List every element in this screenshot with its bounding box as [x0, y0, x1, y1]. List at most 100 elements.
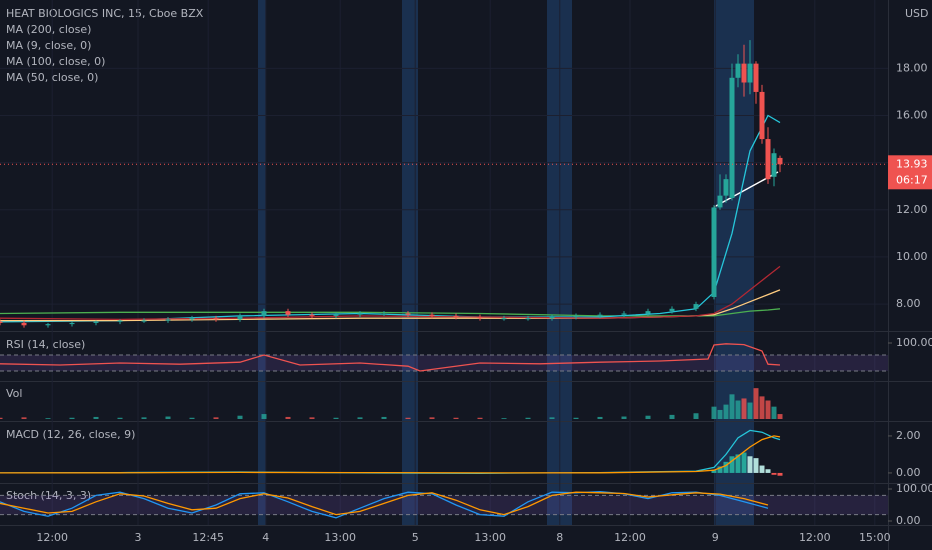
x-tick-label: 15:00 [859, 531, 891, 544]
y-tick-label: 100.00 [896, 336, 932, 349]
histogram-bar [729, 456, 735, 473]
candle-body [729, 77, 735, 198]
y-tick-label: 10.00 [896, 250, 928, 263]
last-price-label: 13.93 [896, 157, 928, 170]
candle-body [717, 195, 723, 208]
histogram-bar [753, 458, 759, 473]
histogram-bar [711, 470, 717, 473]
volume-bar [165, 416, 171, 419]
volume-bar [597, 416, 603, 419]
volume-bar [213, 417, 219, 419]
volume-bar [477, 417, 483, 419]
candle-body [735, 63, 741, 78]
x-tick-label: 12:00 [614, 531, 646, 544]
volume-bar [93, 416, 99, 419]
histogram-bar [777, 472, 783, 476]
candle-body [765, 139, 771, 180]
indicator-line [0, 343, 781, 372]
session-band [402, 0, 418, 525]
candle-body [693, 304, 699, 309]
x-tick-label: 12:00 [799, 531, 831, 544]
y-tick-label: 8.00 [896, 297, 921, 310]
y-tick-label: 100.00 [896, 482, 932, 495]
candle-body [645, 311, 651, 314]
y-tick-label: 0.00 [896, 514, 921, 527]
volume-bar [669, 414, 675, 419]
volume-bar [777, 414, 783, 419]
candle-body [165, 319, 171, 321]
volume-bar [525, 417, 531, 419]
volume-bar [69, 417, 75, 419]
indicator-line [0, 491, 769, 516]
symbol-title: HEAT BIOLOGICS INC, 15, Cboe BZX [6, 7, 204, 20]
volume-bar [237, 415, 243, 419]
candle-body [261, 311, 267, 316]
session-band [258, 0, 266, 525]
pane-title: MACD (12, 26, close, 9) [6, 428, 135, 441]
volume-bar [759, 396, 765, 419]
level-band [0, 495, 888, 515]
candle-body [753, 63, 759, 92]
candle-body [741, 63, 747, 83]
volume-bar [21, 417, 27, 419]
histogram-bar [741, 452, 747, 473]
candle-body [429, 314, 435, 316]
legend-entry: MA (50, close, 0) [6, 71, 98, 84]
histogram-bar [765, 469, 771, 473]
candle-body [777, 157, 783, 165]
volume-bar [729, 394, 735, 419]
candle-body [333, 314, 339, 316]
candle-body [213, 318, 219, 320]
candle-body [477, 317, 483, 319]
candle-body [381, 313, 387, 315]
indicator-line [0, 265, 781, 321]
legend-entry: MA (100, close, 0) [6, 55, 105, 68]
histogram-bar [735, 454, 741, 473]
indicator-line [0, 308, 781, 317]
x-tick-label: 3 [135, 531, 142, 544]
candle-body [669, 308, 675, 312]
candle-body [405, 313, 411, 315]
candle-body [0, 321, 3, 323]
pane-title: Vol [6, 387, 22, 400]
histogram-bar [747, 456, 753, 473]
volume-bar [333, 417, 339, 419]
candle-body [501, 318, 507, 320]
volume-bar [549, 417, 555, 419]
indicator-line [0, 114, 781, 323]
candle-body [141, 320, 147, 322]
candle-body [723, 179, 729, 196]
volume-bar [621, 416, 627, 419]
y-tick-label: 18.00 [896, 61, 928, 74]
volume-bar [0, 417, 3, 419]
y-tick-label: 2.00 [896, 429, 921, 442]
y-tick-label: 12.00 [896, 203, 928, 216]
candle-body [711, 207, 717, 297]
volume-bar [693, 413, 699, 419]
countdown: 06:17 [896, 173, 928, 186]
volume-bar [711, 406, 717, 419]
histogram-bar [759, 465, 765, 473]
volume-bar [285, 416, 291, 419]
candle-body [525, 318, 531, 320]
volume-bar [261, 414, 267, 419]
volume-bar [753, 388, 759, 419]
volume-bar [723, 404, 729, 419]
volume-bar [453, 417, 459, 419]
histogram-bar [723, 461, 729, 473]
volume-bar [717, 409, 723, 419]
y-tick-label: 16.00 [896, 109, 928, 122]
candle-body [759, 91, 765, 140]
indicator-line [0, 435, 781, 474]
volume-bar [309, 417, 315, 419]
pane-title: Stoch (14, 3, 3) [6, 489, 91, 502]
volume-bar [189, 417, 195, 419]
volume-bar [357, 417, 363, 419]
volume-bar [573, 417, 579, 419]
candle-body [69, 322, 75, 325]
candle-body [621, 313, 627, 315]
candle-body [45, 324, 51, 326]
candle-body [597, 314, 603, 316]
